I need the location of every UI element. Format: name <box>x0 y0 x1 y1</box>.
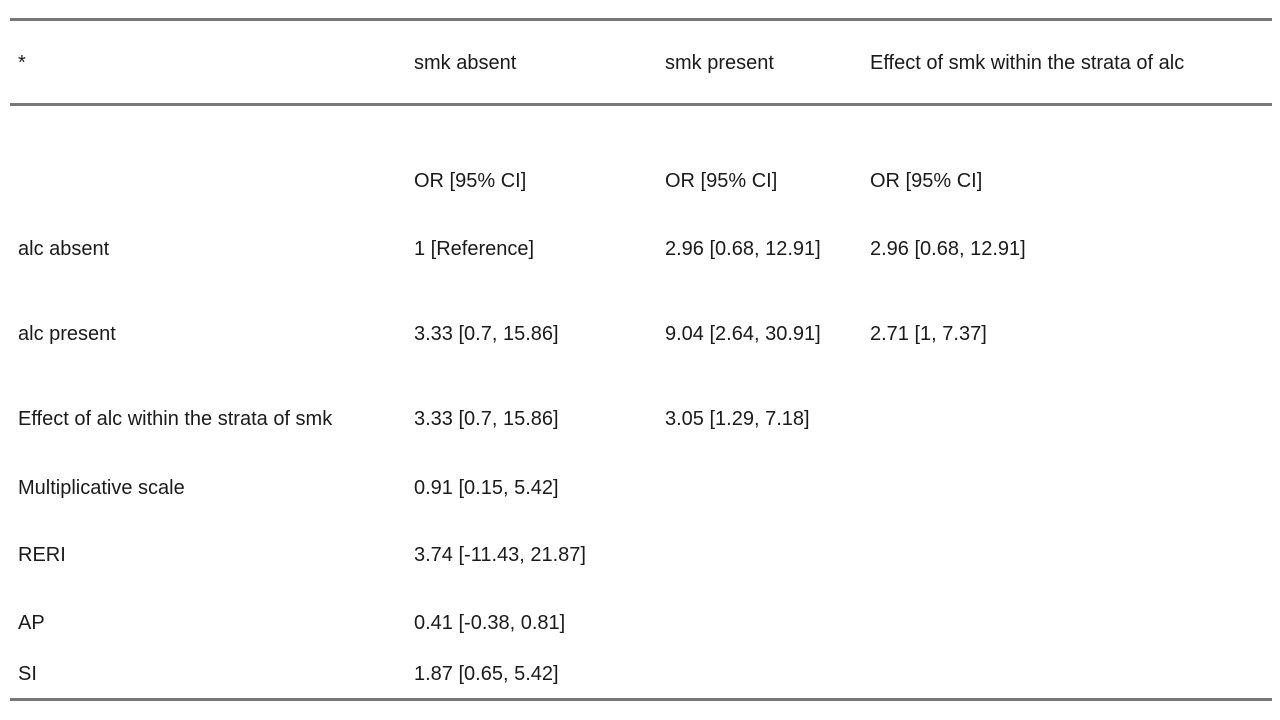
table-cell: 9.04 [2.64, 30.91] <box>665 323 821 345</box>
header-rule <box>10 103 1272 106</box>
table-cell: 0.41 [-0.38, 0.81] <box>414 612 566 634</box>
bottom-rule <box>10 698 1272 701</box>
header-cell: Effect of smk within the strata of alc <box>870 52 1185 74</box>
table-cell: OR [95% CI] <box>665 170 778 192</box>
row-label: Effect of alc within the strata of smk <box>18 408 333 430</box>
header-cell: smk absent <box>414 52 517 74</box>
top-rule <box>10 18 1272 21</box>
row-label: RERI <box>18 544 66 566</box>
table-cell: 3.74 [-11.43, 21.87] <box>414 544 586 566</box>
table-cell: OR [95% CI] <box>870 170 983 192</box>
table-cell: OR [95% CI] <box>414 170 527 192</box>
table-cell: 1 [Reference] <box>414 238 535 260</box>
table-cell: 2.71 [1, 7.37] <box>870 323 987 345</box>
row-label: alc absent <box>18 238 110 260</box>
header-cell: * <box>18 52 26 74</box>
table-cell: 2.96 [0.68, 12.91] <box>870 238 1026 260</box>
row-label: alc present <box>18 323 116 345</box>
table-cell: 3.05 [1.29, 7.18] <box>665 408 810 430</box>
row-label: SI <box>18 663 37 685</box>
header-cell: smk present <box>665 52 774 74</box>
table-cell: 1.87 [0.65, 5.42] <box>414 663 559 685</box>
row-label: Multiplicative scale <box>18 477 185 499</box>
table-cell: 2.96 [0.68, 12.91] <box>665 238 821 260</box>
table-cell: 3.33 [0.7, 15.86] <box>414 408 559 430</box>
row-label: AP <box>18 612 45 634</box>
table-cell: 3.33 [0.7, 15.86] <box>414 323 559 345</box>
table-cell: 0.91 [0.15, 5.42] <box>414 477 559 499</box>
